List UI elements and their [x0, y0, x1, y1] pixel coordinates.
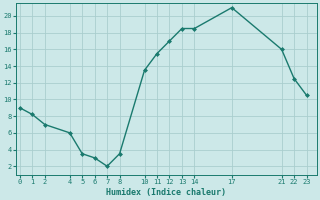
X-axis label: Humidex (Indice chaleur): Humidex (Indice chaleur): [106, 188, 226, 197]
